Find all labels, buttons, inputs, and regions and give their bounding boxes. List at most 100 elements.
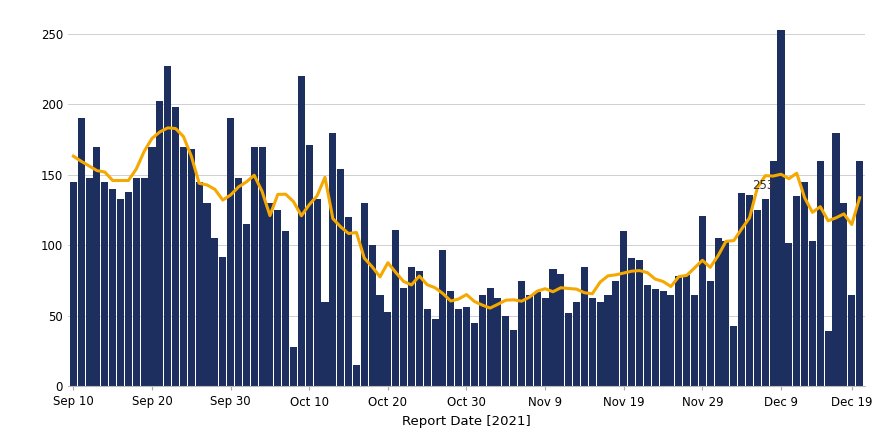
Bar (353, 365, 360, 386)
Bar (251, 147, 258, 386)
Bar (85, 178, 92, 386)
Bar (117, 199, 124, 386)
Bar (415, 271, 423, 386)
Bar (463, 307, 470, 386)
Bar (825, 332, 832, 386)
Bar (848, 295, 855, 386)
Bar (549, 270, 556, 386)
Bar (573, 302, 580, 386)
Bar (479, 295, 486, 386)
Bar (730, 326, 737, 386)
Bar (369, 245, 376, 386)
Bar (305, 145, 312, 386)
Bar (275, 210, 282, 386)
Bar (510, 330, 517, 386)
Bar (699, 216, 706, 386)
Bar (495, 298, 502, 386)
Bar (793, 196, 800, 386)
Bar (297, 76, 305, 386)
Bar (722, 241, 730, 386)
Bar (785, 243, 792, 386)
Bar (211, 238, 218, 386)
Bar (93, 147, 100, 386)
Bar (777, 30, 785, 386)
Bar (667, 295, 674, 386)
Bar (455, 309, 462, 386)
Bar (707, 281, 714, 386)
Bar (754, 210, 761, 386)
Bar (439, 250, 446, 386)
Bar (267, 203, 274, 386)
Bar (691, 295, 698, 386)
Text: 253: 253 (752, 179, 774, 192)
Bar (101, 182, 108, 386)
Bar (203, 203, 210, 386)
Bar (329, 132, 336, 386)
Bar (187, 149, 194, 386)
Bar (683, 275, 690, 386)
Bar (541, 298, 548, 386)
Bar (801, 182, 808, 386)
Bar (345, 217, 352, 386)
Bar (361, 203, 368, 386)
Bar (195, 182, 202, 386)
Bar (282, 231, 290, 386)
Bar (471, 323, 478, 386)
Bar (589, 298, 596, 386)
Bar (715, 238, 722, 386)
Bar (612, 281, 620, 386)
Bar (644, 285, 651, 386)
Bar (337, 169, 344, 386)
Bar (377, 295, 384, 386)
Bar (526, 295, 533, 386)
Bar (400, 288, 407, 386)
Bar (180, 147, 187, 386)
Bar (856, 161, 863, 386)
Bar (431, 319, 438, 386)
Bar (534, 292, 541, 386)
Bar (557, 273, 564, 386)
Bar (628, 258, 635, 386)
Bar (840, 203, 847, 386)
Bar (652, 289, 659, 386)
Bar (408, 266, 415, 386)
Bar (738, 193, 745, 386)
Bar (620, 231, 627, 386)
Bar (447, 290, 454, 386)
Bar (149, 147, 156, 386)
Bar (423, 309, 430, 386)
Bar (832, 132, 840, 386)
Bar (219, 256, 226, 386)
Bar (243, 224, 250, 386)
Bar (502, 316, 510, 386)
Bar (809, 241, 816, 386)
Bar (565, 313, 572, 386)
Bar (70, 182, 77, 386)
Bar (313, 199, 320, 386)
Bar (817, 161, 824, 386)
Bar (165, 66, 172, 386)
Bar (109, 189, 116, 386)
Bar (762, 199, 769, 386)
Bar (770, 161, 777, 386)
Bar (141, 178, 148, 386)
X-axis label: Report Date [2021]: Report Date [2021] (402, 415, 531, 428)
Bar (581, 266, 588, 386)
Bar (487, 288, 494, 386)
Bar (385, 312, 392, 386)
Bar (235, 178, 242, 386)
Bar (597, 302, 604, 386)
Bar (259, 147, 266, 386)
Bar (659, 290, 666, 386)
Bar (636, 260, 643, 386)
Bar (321, 302, 328, 386)
Bar (125, 192, 132, 386)
Bar (675, 276, 682, 386)
Bar (227, 118, 234, 386)
Bar (518, 281, 525, 386)
Bar (605, 295, 612, 386)
Bar (392, 230, 400, 386)
Bar (133, 178, 140, 386)
Bar (746, 194, 753, 386)
Bar (290, 347, 297, 386)
